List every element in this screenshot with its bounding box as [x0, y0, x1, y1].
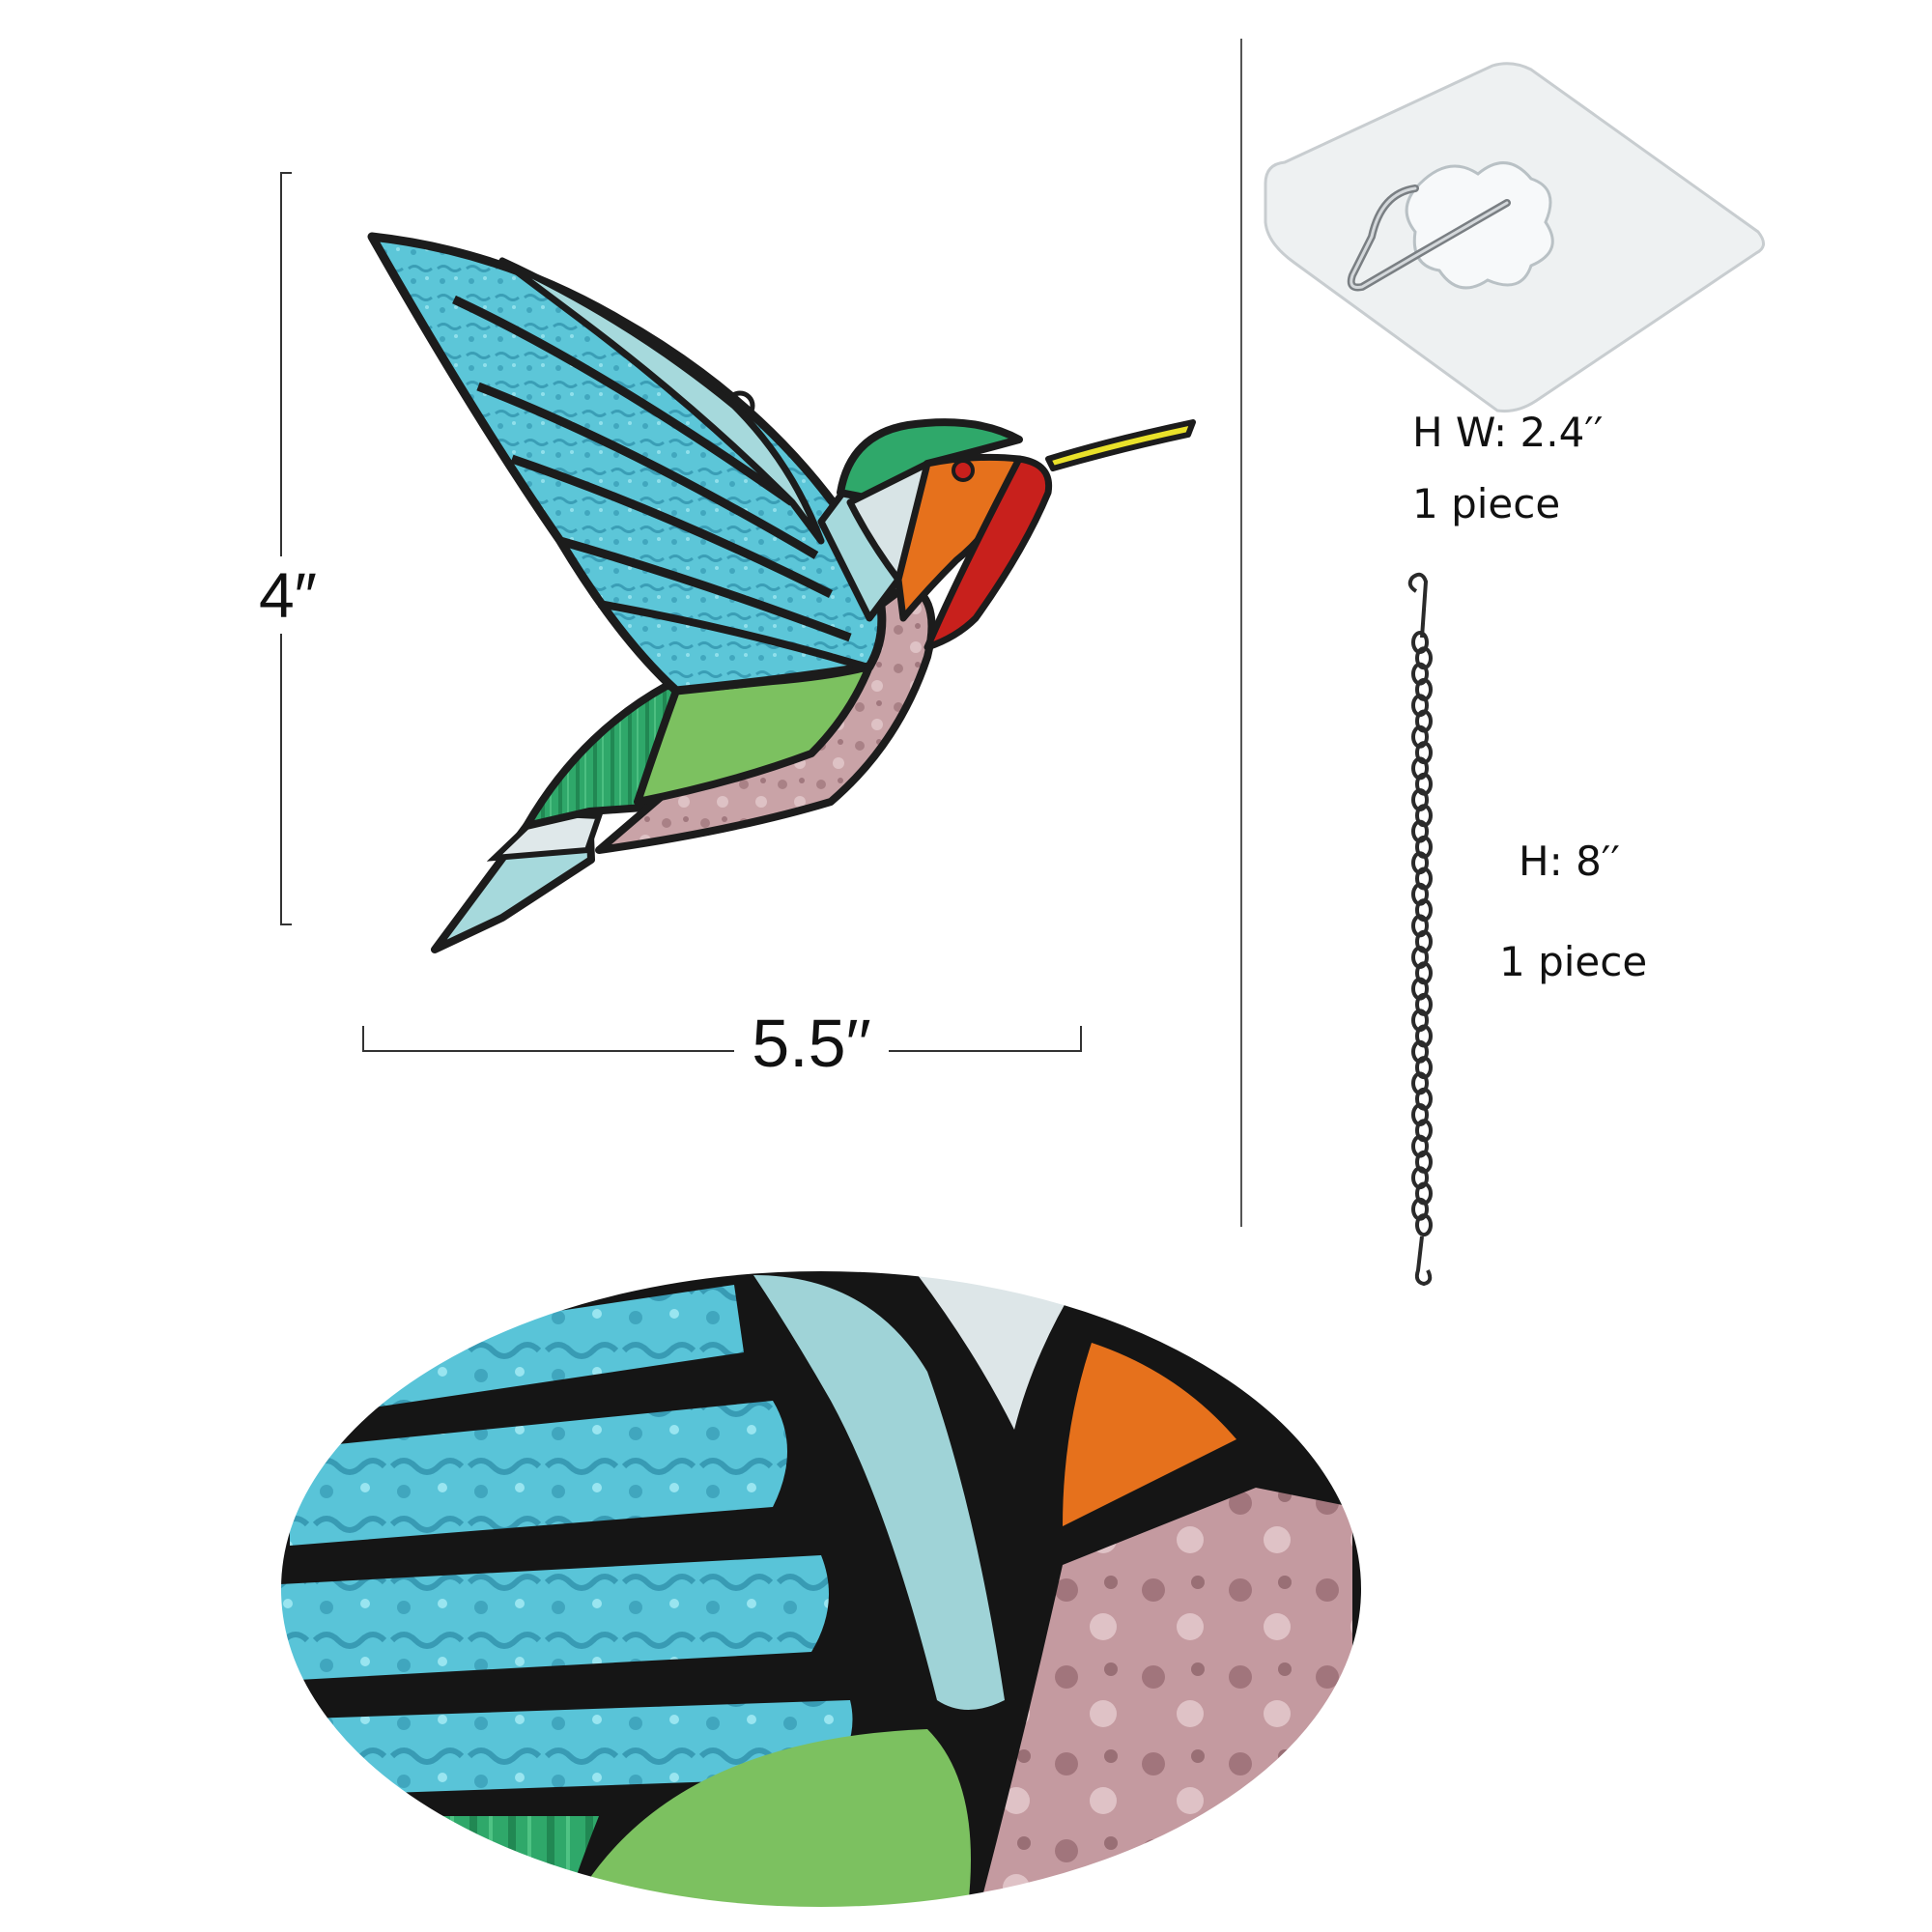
chain-link [1415, 1213, 1433, 1237]
height-dimension-tick-top [280, 172, 292, 174]
chain-link [1415, 898, 1433, 923]
hook-quantity-label: 1 piece [1412, 480, 1561, 527]
chain-link [1411, 819, 1429, 843]
chain-link [1411, 788, 1429, 811]
chain-link [1411, 882, 1429, 906]
chain-link [1415, 677, 1433, 701]
chain-link [1411, 1197, 1429, 1221]
chain-link [1415, 867, 1433, 891]
chain-link [1415, 929, 1433, 953]
height-dimension-tick-bottom [280, 923, 292, 925]
hook-size-label: H W: 2.4′′ [1412, 409, 1604, 456]
chain-link [1411, 1166, 1429, 1190]
chain-link [1415, 1150, 1433, 1174]
chain-link [1415, 1181, 1433, 1206]
chain-link [1415, 1087, 1433, 1111]
vertical-divider [1240, 39, 1242, 1227]
width-dimension-label: 5.5′′ [734, 1005, 889, 1082]
chain-link [1411, 914, 1429, 938]
chain-link [1411, 631, 1429, 654]
chain-link [1411, 662, 1429, 686]
chain-link [1411, 1103, 1429, 1126]
chain-link [1415, 1056, 1433, 1080]
chain-link [1411, 756, 1429, 781]
chain-link [1411, 977, 1429, 1001]
chain-quantity-label: 1 piece [1499, 938, 1648, 985]
height-dimension-line [280, 172, 282, 925]
width-dimension-tick-right [1080, 1026, 1082, 1052]
chain-link [1411, 1009, 1429, 1033]
chain-link [1415, 646, 1433, 670]
chain-link [1415, 1024, 1433, 1048]
chain-link [1411, 694, 1429, 718]
chain-link [1415, 992, 1433, 1016]
height-dimension-label: 4″ [247, 556, 328, 634]
chain-link [1411, 1134, 1429, 1158]
chain-link [1415, 804, 1433, 828]
chain-link [1415, 741, 1433, 765]
chain-link [1415, 1119, 1433, 1143]
chain-link [1415, 835, 1433, 859]
chain-link [1415, 709, 1433, 733]
chain-link [1411, 1071, 1429, 1095]
chain-link [1411, 1039, 1429, 1064]
width-dimension-line [362, 1050, 1082, 1052]
chain-link [1411, 724, 1429, 749]
chain-link [1415, 961, 1433, 985]
chain-link [1415, 772, 1433, 796]
width-dimension-tick-left [362, 1026, 364, 1052]
chain-link [1411, 851, 1429, 875]
chain-link [1411, 946, 1429, 969]
chain-size-label: H: 8′′ [1519, 838, 1620, 885]
